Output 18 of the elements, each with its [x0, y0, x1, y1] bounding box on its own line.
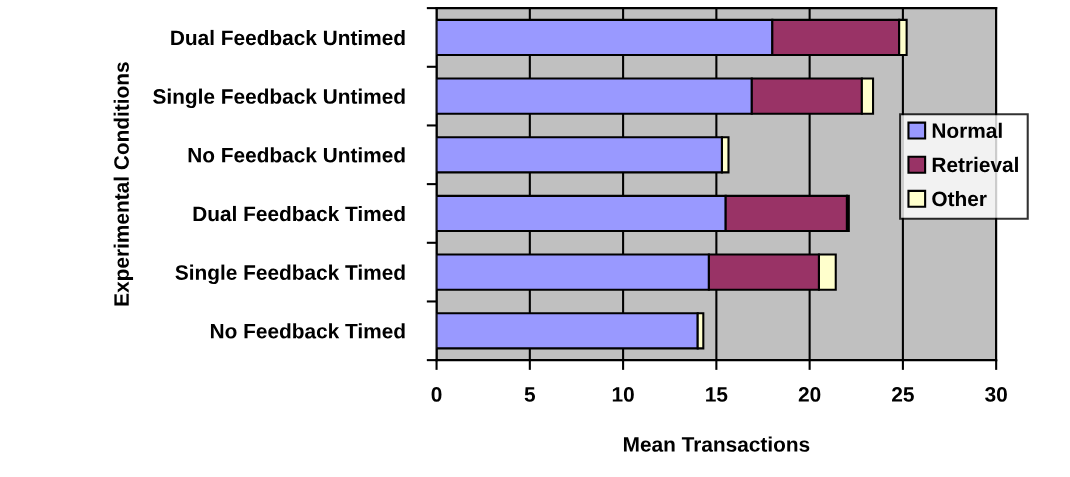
y-tick-label: Single Feedback Timed — [175, 264, 405, 285]
y-tick-label: Single Feedback Untimed — [153, 88, 405, 109]
y-tick-label: No Feedback Untimed — [188, 147, 405, 163]
legend-label: Retrieval — [932, 156, 1018, 173]
legend-label: Normal — [932, 122, 1002, 139]
legend-label: Other — [932, 190, 987, 207]
y-tick-label: Dual Feedback Timed — [193, 205, 405, 222]
x-tick-label: 30 — [985, 387, 1007, 402]
y-tick-label: Dual Feedback Untimed — [171, 29, 405, 46]
y-tick-label: No Feedback Timed — [210, 323, 405, 339]
x-tick-label: 15 — [706, 387, 728, 402]
y-axis-title: Experimental Conditions — [113, 62, 134, 306]
x-tick-label: 10 — [612, 387, 634, 402]
x-tick-label: 20 — [798, 387, 821, 402]
x-tick-label: 5 — [524, 387, 536, 402]
x-tick-label: 0 — [431, 387, 442, 402]
x-axis-title: Mean Transactions — [623, 436, 810, 452]
x-tick-label: 25 — [892, 387, 914, 402]
